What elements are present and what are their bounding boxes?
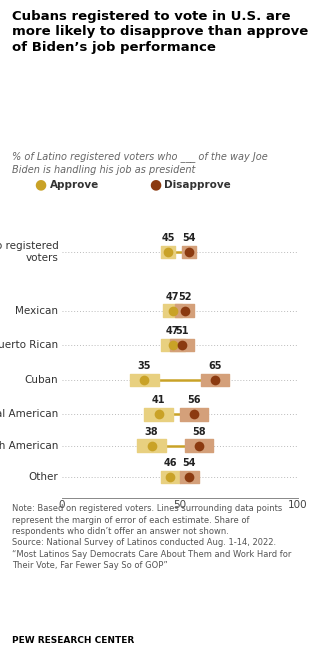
Text: Disapprove: Disapprove: [164, 179, 231, 190]
Text: Puerto Rican: Puerto Rican: [0, 340, 59, 350]
Text: 51: 51: [175, 326, 189, 336]
Text: % of Latino registered voters who ___ of the way Joe
Biden is handling his job a: % of Latino registered voters who ___ of…: [12, 152, 268, 175]
Text: 41: 41: [152, 395, 165, 405]
Text: 54: 54: [183, 233, 196, 243]
Text: Note: Based on registered voters. Lines surrounding data points
represent the ma: Note: Based on registered voters. Lines …: [12, 504, 292, 571]
Text: ●: ●: [34, 177, 46, 192]
Text: ●: ●: [149, 177, 161, 192]
Text: 45: 45: [161, 233, 175, 243]
Text: 35: 35: [138, 361, 151, 371]
Text: 52: 52: [178, 291, 191, 302]
Text: 46: 46: [164, 458, 177, 468]
Text: 54: 54: [183, 458, 196, 468]
Text: Mexican: Mexican: [16, 306, 59, 316]
Text: 38: 38: [145, 426, 158, 437]
Text: Other: Other: [29, 472, 59, 482]
Text: 47: 47: [166, 326, 179, 336]
Text: Cuban: Cuban: [25, 375, 59, 385]
Text: South American: South American: [0, 441, 59, 451]
Text: 47: 47: [166, 291, 179, 302]
Text: 65: 65: [208, 361, 222, 371]
Text: Cubans registered to vote in U.S. are
more likely to disapprove than approve
of : Cubans registered to vote in U.S. are mo…: [12, 10, 309, 54]
Text: Central American: Central American: [0, 409, 59, 420]
Text: PEW RESEARCH CENTER: PEW RESEARCH CENTER: [12, 635, 135, 645]
Text: 58: 58: [192, 426, 206, 437]
Text: Latino registered
voters: Latino registered voters: [0, 241, 59, 262]
Text: 56: 56: [187, 395, 201, 405]
Text: Approve: Approve: [50, 179, 99, 190]
